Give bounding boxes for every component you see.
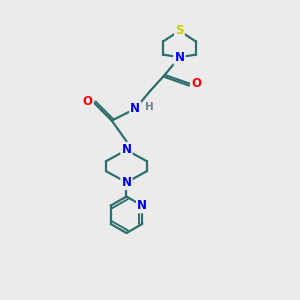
Text: N: N	[174, 51, 184, 64]
Text: N: N	[122, 176, 131, 189]
Text: O: O	[82, 95, 93, 108]
Text: N: N	[130, 102, 140, 115]
Text: H: H	[145, 102, 154, 112]
Text: S: S	[175, 24, 184, 37]
Text: N: N	[122, 143, 131, 157]
Text: N: N	[137, 199, 147, 212]
Text: O: O	[191, 77, 201, 90]
